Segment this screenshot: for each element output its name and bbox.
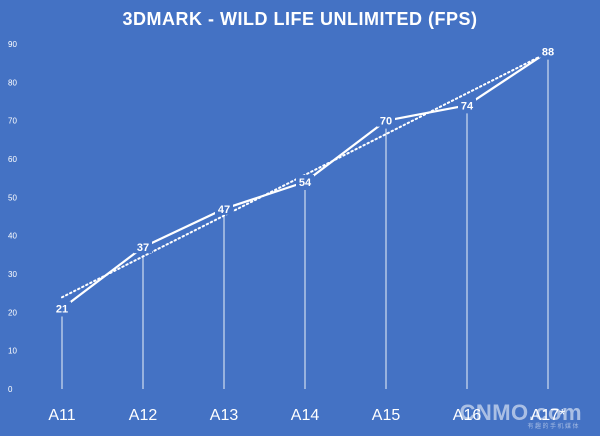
trendline [61,51,549,299]
data-label: 21 [56,304,68,316]
data-label-bg [215,201,233,215]
data-label-bg [458,98,476,112]
y-tick-label: 20 [8,308,17,317]
y-tick-label: 60 [8,155,17,164]
data-label: 47 [218,204,230,216]
x-tick-label: A16 [453,407,482,424]
x-tick-label: A17* [531,407,566,424]
data-label: 74 [461,100,474,112]
y-tick-label: 10 [8,347,17,356]
data-label: 37 [137,242,149,254]
x-tick-label: A13 [210,407,239,424]
y-tick-label: 30 [8,270,17,279]
data-label-bg [377,113,395,127]
y-tick-label: 40 [8,232,17,241]
watermark-text: CNMO.com [459,400,582,425]
y-tick-label: 0 [8,385,13,394]
watermark-logo: CNMO.com 有趣的手机媒体 [459,400,582,430]
x-tick-label: A14 [291,407,320,424]
x-tick-label: A15 [372,407,401,424]
data-label: 70 [380,116,392,128]
watermark-subtext: 有趣的手机媒体 [527,424,580,430]
y-tick-label: 80 [8,78,17,87]
y-tick-label: 90 [8,40,17,49]
data-label-bg [539,44,557,58]
y-tick-label: 70 [8,117,17,126]
data-label: 54 [299,177,312,189]
y-tick-label: 50 [8,193,17,202]
data-label: 88 [542,47,554,59]
data-label-bg [53,301,71,315]
data-label-bg [296,175,314,188]
x-tick-label: A12 [129,407,158,424]
chart-title: 3DMARK - WILD LIFE UNLIMITED (FPS) [122,9,478,29]
x-tick-label: A11 [48,407,75,424]
data-label-bg [134,240,152,254]
